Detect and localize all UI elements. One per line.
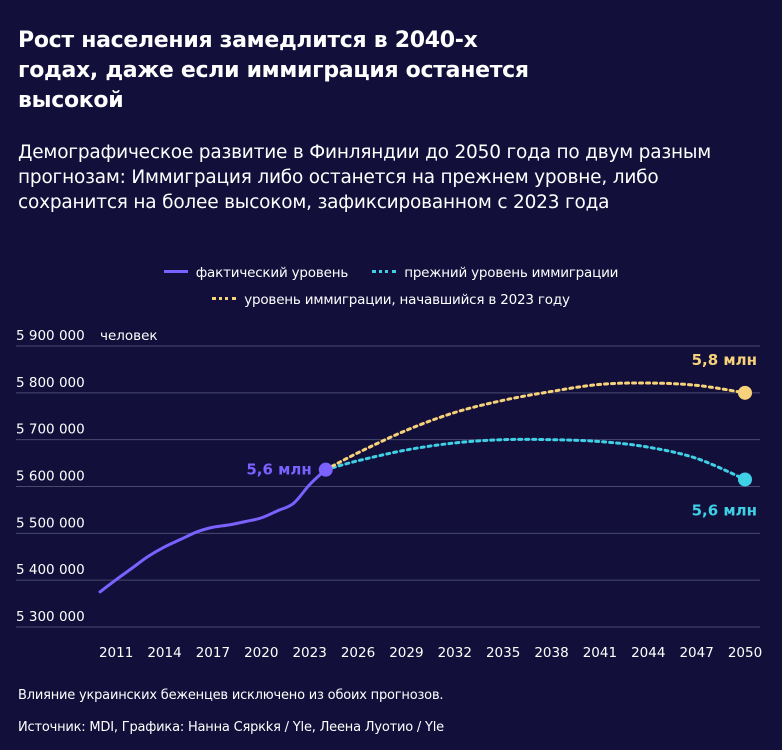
x-tick-label: 2044 [631,645,665,661]
legend-previous-label: прежний уровень иммиграции [404,265,619,281]
footnote: Влияние украинских беженцев исключено из… [18,688,444,703]
endpoint-marker [738,472,752,487]
endpoint-marker [318,462,333,477]
chart-title: Рост населения замедлится в 2040-х годах… [18,28,529,113]
y-axis-label: человек [100,328,158,344]
x-tick-label: 2020 [244,645,278,661]
legend-actual-label: фактический уровень [195,265,349,281]
y-tick-label: 5 600 000 [16,469,85,485]
x-tick-label: 2017 [196,645,230,661]
legend-row-2: уровень иммиграции, начавшийся в 2023 го… [0,292,782,308]
data-label: 5,8 млн [692,351,757,369]
x-tick-label: 2050 [728,645,762,661]
legend-higher: уровень иммиграции, начавшийся в 2023 го… [212,292,570,308]
y-tick-label: 5 700 000 [16,422,85,438]
legend-previous-swatch [372,269,397,273]
x-tick-label: 2011 [99,645,133,661]
x-tick-label: 2041 [583,645,617,661]
data-label: 5,6 млн [246,461,311,479]
chart-subtitle: Демографическое развитие в Финляндии до … [18,142,712,213]
legend-actual-swatch [163,269,188,273]
x-tick-label: 2035 [486,645,520,661]
y-tick-label: 5 500 000 [16,515,85,531]
legend-higher-label: уровень иммиграции, начавшийся в 2023 го… [244,292,570,308]
y-tick-label: 5 300 000 [16,609,85,625]
legend-previous: прежний уровень иммиграции [372,265,618,281]
y-tick-label: 5 400 000 [16,562,85,578]
source-credit: Источник: MDI, Графика: Нанна Сяркkя / Y… [18,720,444,735]
series-higher-line [324,381,747,472]
x-tick-label: 2038 [534,645,568,661]
legend-row-1: фактический уровень прежний уровень имми… [0,265,782,281]
x-tick-label: 2026 [341,645,375,661]
legend-higher-swatch [212,296,237,300]
series-previous-line [324,437,747,481]
line-chart: 5 300 000 5 400 000 5 500 000 5 600 000 5 70… [16,328,762,661]
y-tick-label: 5 900 000 [16,328,85,344]
endpoint-marker [738,385,752,400]
x-tick-label: 2023 [292,645,326,661]
y-tick-label: 5 800 000 [16,375,85,391]
series-actual-line [98,468,328,594]
x-tick-label: 2047 [679,645,713,661]
x-tick-label: 2032 [438,645,472,661]
x-tick-label: 2029 [389,645,423,661]
legend-actual: фактический уровень [163,265,349,281]
data-label: 5,6 млн [692,501,757,519]
x-tick-label: 2014 [147,645,181,661]
